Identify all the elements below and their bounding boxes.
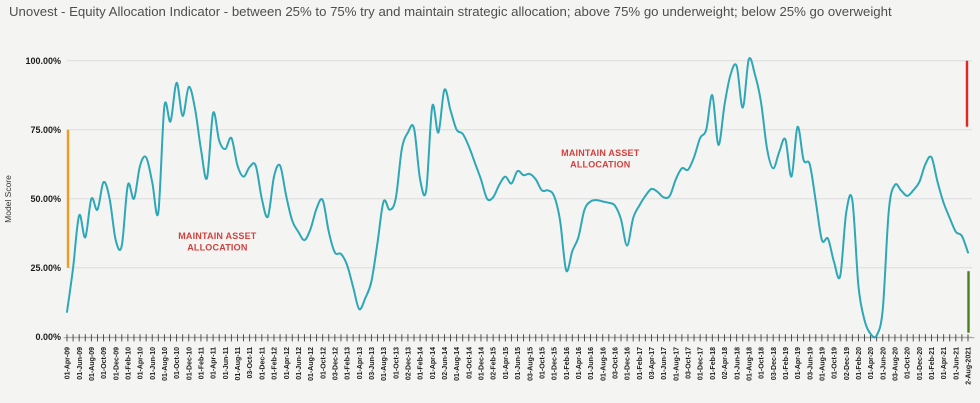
x-tick-label: 01-Jun-11 <box>223 347 230 379</box>
x-tick-label: 02-Dec-13 <box>406 347 413 380</box>
y-axis-title: Model Score <box>3 175 13 223</box>
x-tick-label: 01-Aug-12 <box>308 347 315 381</box>
x-tick-label: 01-Feb-19 <box>783 347 790 380</box>
x-tick-label: 01-Feb-12 <box>272 347 279 380</box>
x-tick-label: 01-Feb-13 <box>345 347 352 380</box>
y-tick-label: 100.00% <box>25 56 61 66</box>
y-tick-label: 25.00% <box>30 263 61 273</box>
x-tick-label: 03-Oct-16 <box>613 347 620 379</box>
y-tick-label: 0.00% <box>35 332 61 342</box>
x-tick-label: 01-Oct-15 <box>539 347 546 379</box>
x-tick-label: 01-Oct-12 <box>320 347 327 379</box>
x-tick-label: 01-Aug-18 <box>746 347 753 381</box>
x-tick-label: 01-Jun-09 <box>77 347 84 380</box>
chart-title: Unovest - Equity Allocation Indicator - … <box>9 4 892 19</box>
x-tick-label: 01-Apr-16 <box>576 347 583 379</box>
x-tick-label: 02-Apr-18 <box>722 347 729 379</box>
annotation-text: ALLOCATION <box>187 243 247 253</box>
x-tick-label: 01-Feb-20 <box>856 347 863 380</box>
x-tick-label: 01-Aug-14 <box>454 347 461 381</box>
x-tick-label: 01-Jun-18 <box>734 347 741 380</box>
x-tick-label: 01-Jun-10 <box>150 347 157 380</box>
x-tick-label: 02-Feb-15 <box>491 347 498 380</box>
x-tick-label: 01-Dec-11 <box>259 347 266 380</box>
zone-markers <box>66 60 970 333</box>
x-tick-label: 2-Aug-2021 <box>966 347 973 385</box>
x-tick-label: 01-Jun-17 <box>661 347 668 380</box>
x-tick-label: 01-Oct-14 <box>466 347 473 379</box>
x-tick-label: 01-Dec-20 <box>917 347 924 380</box>
x-tick-label: 01-Dec-09 <box>113 347 120 380</box>
x-tick-label: 02-Jun-14 <box>442 347 449 380</box>
x-tick-label: 01-Apr-20 <box>868 347 875 379</box>
series-lines <box>66 57 969 339</box>
x-axis: 01-Apr-09 01-Jun-09 01-Aug-09 01-Oct-09 01-D… <box>63 334 975 385</box>
x-tick-label: 01-Apr-21 <box>941 347 948 379</box>
x-tick-label: 01-Dec-17 <box>698 347 705 380</box>
x-tick-label: 01-Jun-21 <box>953 347 960 380</box>
x-tick-label: 03-Dec-12 <box>332 347 339 380</box>
x-tick-label: 01-Apr-12 <box>284 347 291 379</box>
x-tick-label: 01-Jun-12 <box>296 347 303 380</box>
x-tick-label: 01-Apr-13 <box>357 347 364 379</box>
x-tick-label: 01-Dec-15 <box>552 347 559 380</box>
x-tick-label: 03-Apr-17 <box>649 347 656 379</box>
x-tick-label: 01-Apr-14 <box>430 347 437 379</box>
x-tick-label: 01-Aug-16 <box>600 347 607 381</box>
x-tick-label: 01-Feb-11 <box>199 347 206 379</box>
y-tick-label: 50.00% <box>30 194 61 204</box>
x-tick-label: 01-Aug-09 <box>89 347 96 381</box>
x-tick-label: 01-Jun-20 <box>880 347 887 380</box>
annotation-text: MAINTAIN ASSET <box>178 231 257 241</box>
annotation-text: ALLOCATION <box>570 159 630 169</box>
x-tick-label: 01-Aug-17 <box>673 347 680 381</box>
x-tick-label: 01-Aug-11 <box>235 347 242 381</box>
x-tick-label: 01-Dec-14 <box>479 347 486 380</box>
model-score-line <box>66 57 969 339</box>
x-tick-label: 03-Aug-15 <box>527 347 534 381</box>
x-tick-label: 03-Aug-20 <box>893 347 900 381</box>
x-tick-label: 03-Oct-11 <box>247 347 254 379</box>
x-tick-label: 01-Oct-09 <box>101 347 108 379</box>
x-tick-label: 01-Dec-10 <box>186 347 193 380</box>
x-tick-label: 01-Feb-14 <box>418 347 425 380</box>
x-tick-label: 01-Apr-11 <box>211 347 218 379</box>
x-tick-label: 01-Dec-16 <box>625 347 632 380</box>
x-tick-label: 01-Aug-13 <box>381 347 388 381</box>
x-tick-label: 03-Oct-17 <box>686 347 693 379</box>
x-tick-label: 01-Feb-17 <box>637 347 644 380</box>
x-tick-label: 02-Dec-19 <box>844 347 851 380</box>
x-tick-label: 01-Apr-09 <box>65 347 72 379</box>
y-axis: 0.00% 25.00% 50.00% 75.00% 100.00% <box>25 56 61 342</box>
x-tick-label: 01-Oct-19 <box>832 347 839 379</box>
x-tick-label: 01-Oct-10 <box>174 347 181 379</box>
x-tick-label: 01-Aug-19 <box>819 347 826 381</box>
annotation-text: MAINTAIN ASSET <box>561 148 640 158</box>
x-tick-label: 03-Jun-13 <box>369 347 376 380</box>
x-tick-label: 01-Jun-16 <box>588 347 595 380</box>
x-tick-label: 01-Aug-10 <box>162 347 169 381</box>
x-tick-label: 01-Oct-20 <box>905 347 912 379</box>
x-tick-label: 01-Oct-13 <box>393 347 400 379</box>
x-tick-label: 01-Feb-10 <box>125 347 132 380</box>
x-tick-label: 01-Feb-16 <box>564 347 571 380</box>
x-tick-label: 03-Jun-19 <box>807 347 814 380</box>
x-tick-label: 01-Apr-19 <box>795 347 802 379</box>
x-tick-label: 01-Feb-21 <box>929 347 936 380</box>
x-tick-label: 03-Dec-18 <box>771 347 778 380</box>
gridlines <box>67 60 972 338</box>
x-tick-label: 01-Apr-15 <box>503 347 510 379</box>
x-tick-label: 01-Apr-10 <box>138 347 145 379</box>
x-tick-label: 01-Jun-15 <box>515 347 522 380</box>
x-tick-label: 01-Oct-18 <box>759 347 766 379</box>
x-tick-label: 01-Feb-18 <box>710 347 717 380</box>
y-tick-label: 75.00% <box>30 125 61 135</box>
